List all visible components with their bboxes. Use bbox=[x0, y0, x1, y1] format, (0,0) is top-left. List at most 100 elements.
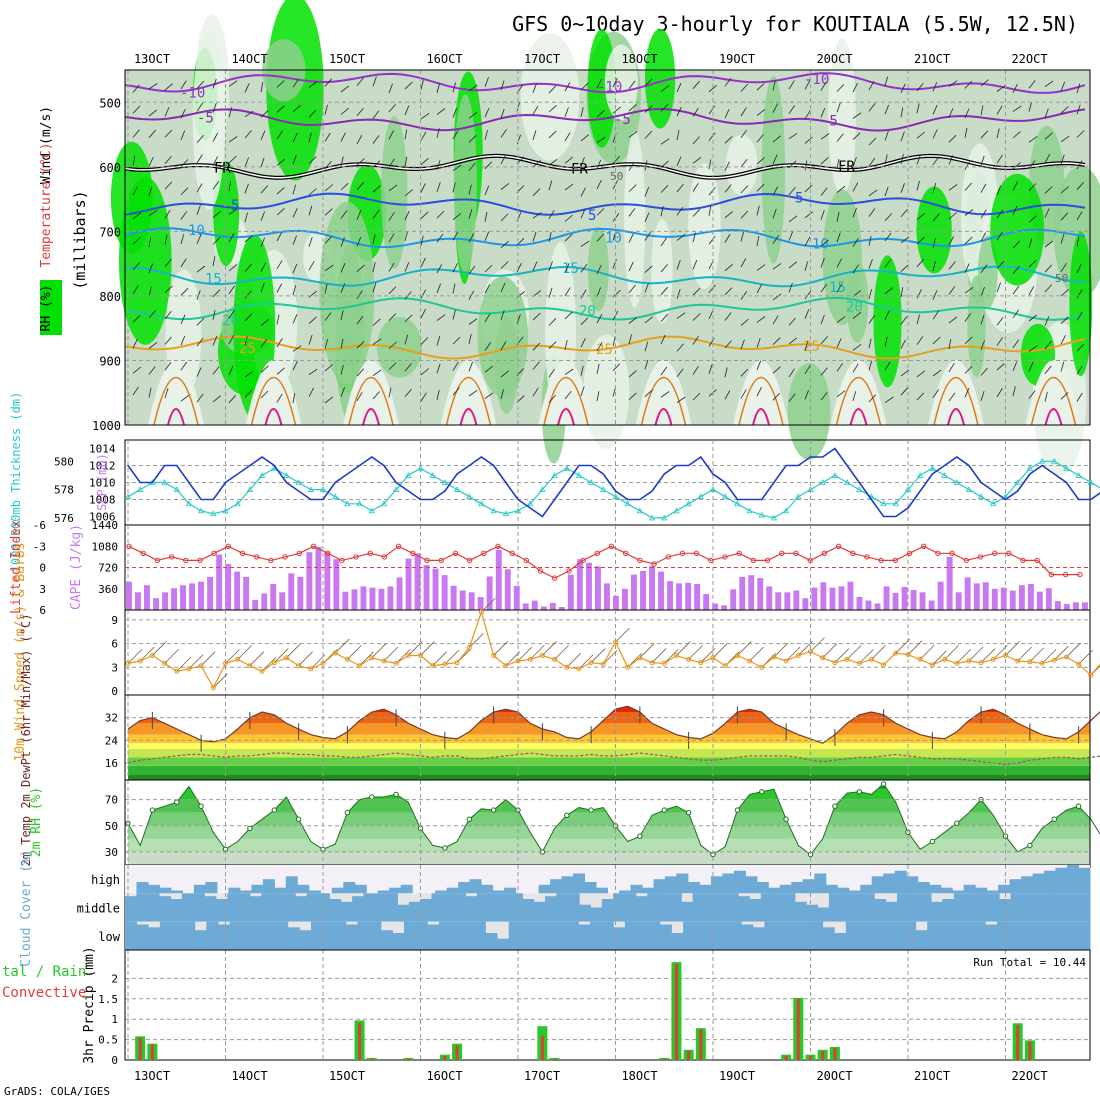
lifted-index-point bbox=[154, 557, 161, 564]
wind-barb bbox=[152, 641, 167, 656]
wind-speed-point bbox=[954, 660, 960, 666]
wind-barb bbox=[1012, 309, 1020, 319]
precip-convective-bar bbox=[553, 1058, 557, 1060]
wind-barb bbox=[340, 263, 346, 273]
wind-barb bbox=[968, 646, 984, 662]
temp-band bbox=[128, 757, 1090, 766]
wind-barb bbox=[148, 237, 152, 248]
cloud-bar bbox=[715, 893, 728, 922]
cloud-bar bbox=[998, 884, 1011, 894]
cloud-bar bbox=[845, 921, 858, 950]
cloud-bar bbox=[825, 884, 838, 894]
wind-barb bbox=[788, 261, 798, 269]
cape-bar bbox=[1063, 604, 1070, 610]
wind-barb bbox=[740, 318, 749, 326]
wind-barb bbox=[1012, 181, 1018, 191]
rh-point bbox=[759, 789, 765, 795]
cloud-bar bbox=[1044, 870, 1056, 894]
wind-barb bbox=[628, 316, 638, 324]
thickness-point bbox=[210, 510, 217, 517]
rh-shading bbox=[538, 360, 594, 425]
wind-barb bbox=[996, 85, 1006, 92]
isotherm-label: -10 bbox=[804, 72, 829, 88]
wind-barb bbox=[484, 211, 488, 222]
cloud-bar bbox=[931, 901, 943, 922]
wind-speed-point bbox=[600, 661, 606, 667]
wind-barb bbox=[408, 641, 423, 656]
cloud-bar bbox=[1055, 893, 1068, 922]
wind-barb bbox=[612, 106, 621, 114]
cloud-bar bbox=[438, 921, 451, 950]
wind-barb bbox=[1076, 365, 1083, 375]
precip-convective-bar bbox=[687, 1051, 691, 1060]
wind-speed-point bbox=[149, 653, 155, 658]
wind-barb bbox=[1076, 130, 1085, 138]
cloud-bar bbox=[285, 876, 298, 894]
wind-barb bbox=[1044, 391, 1048, 402]
wind-barb bbox=[660, 138, 670, 145]
cape-bar bbox=[937, 581, 944, 610]
wind-speed-point bbox=[174, 668, 180, 674]
pressure-tick: 700 bbox=[99, 225, 121, 239]
wind-barb bbox=[852, 344, 862, 351]
cape-bar bbox=[396, 577, 403, 610]
wind-barb bbox=[292, 132, 298, 143]
wind-barb bbox=[548, 261, 553, 271]
thickness-point bbox=[770, 514, 778, 521]
lifted-index-point bbox=[779, 550, 785, 556]
cloud-bar bbox=[431, 893, 444, 922]
cape-bar bbox=[946, 556, 953, 610]
wind-barb bbox=[1044, 341, 1052, 350]
cloud-bar bbox=[522, 899, 535, 922]
wind-barb bbox=[1060, 212, 1068, 221]
isotherm-30 bbox=[445, 377, 492, 426]
isotherm-label: 20 bbox=[846, 300, 863, 316]
cape-bar bbox=[928, 600, 935, 610]
precip-tick: 2 bbox=[111, 972, 118, 985]
cloud-bar bbox=[215, 899, 228, 922]
lifted-index-point bbox=[325, 550, 331, 556]
cloud-bar bbox=[504, 887, 517, 894]
cape-bar bbox=[856, 597, 863, 610]
pressure-tick: 800 bbox=[99, 290, 121, 304]
thickness-point bbox=[856, 486, 863, 492]
wind-barb bbox=[468, 333, 472, 344]
wind-barb bbox=[180, 394, 190, 402]
cloud-bar bbox=[794, 901, 807, 922]
wind-barb bbox=[772, 154, 778, 165]
wind-barb bbox=[692, 136, 700, 145]
wind-barb bbox=[956, 649, 972, 664]
wind-barb bbox=[676, 396, 686, 404]
wind-barb bbox=[1076, 211, 1083, 221]
cloud-bar bbox=[228, 887, 241, 894]
thickness-point bbox=[880, 500, 887, 507]
cape-bar bbox=[730, 589, 737, 610]
cloud-bar bbox=[386, 893, 398, 922]
wind-barb bbox=[836, 258, 843, 268]
wind-barb bbox=[996, 260, 1005, 269]
wind-barb bbox=[820, 133, 830, 140]
wind-barb bbox=[340, 132, 346, 142]
cloud-bar bbox=[1055, 921, 1068, 950]
wind-barb bbox=[212, 180, 220, 190]
wind-barb bbox=[612, 363, 621, 372]
wind-barb bbox=[276, 105, 285, 113]
wind-barb bbox=[148, 366, 156, 375]
cape-bar bbox=[324, 552, 331, 610]
cloud-bar bbox=[297, 884, 310, 894]
cape-bar bbox=[180, 585, 186, 610]
wind-barb bbox=[420, 183, 426, 193]
wind-barb bbox=[308, 109, 317, 118]
cloud-bar bbox=[508, 921, 521, 950]
wind-barb bbox=[980, 367, 988, 376]
wind-barb bbox=[822, 643, 837, 659]
isotherm-30 bbox=[153, 377, 199, 426]
wind-barb bbox=[500, 389, 504, 400]
wind-speed-point bbox=[186, 666, 192, 672]
cloud-bar bbox=[601, 921, 614, 950]
wind-barb bbox=[452, 336, 461, 345]
wind-barb bbox=[388, 104, 396, 113]
wind-barb bbox=[468, 318, 478, 325]
cape-bar bbox=[604, 583, 610, 610]
wind-barb bbox=[580, 365, 584, 376]
